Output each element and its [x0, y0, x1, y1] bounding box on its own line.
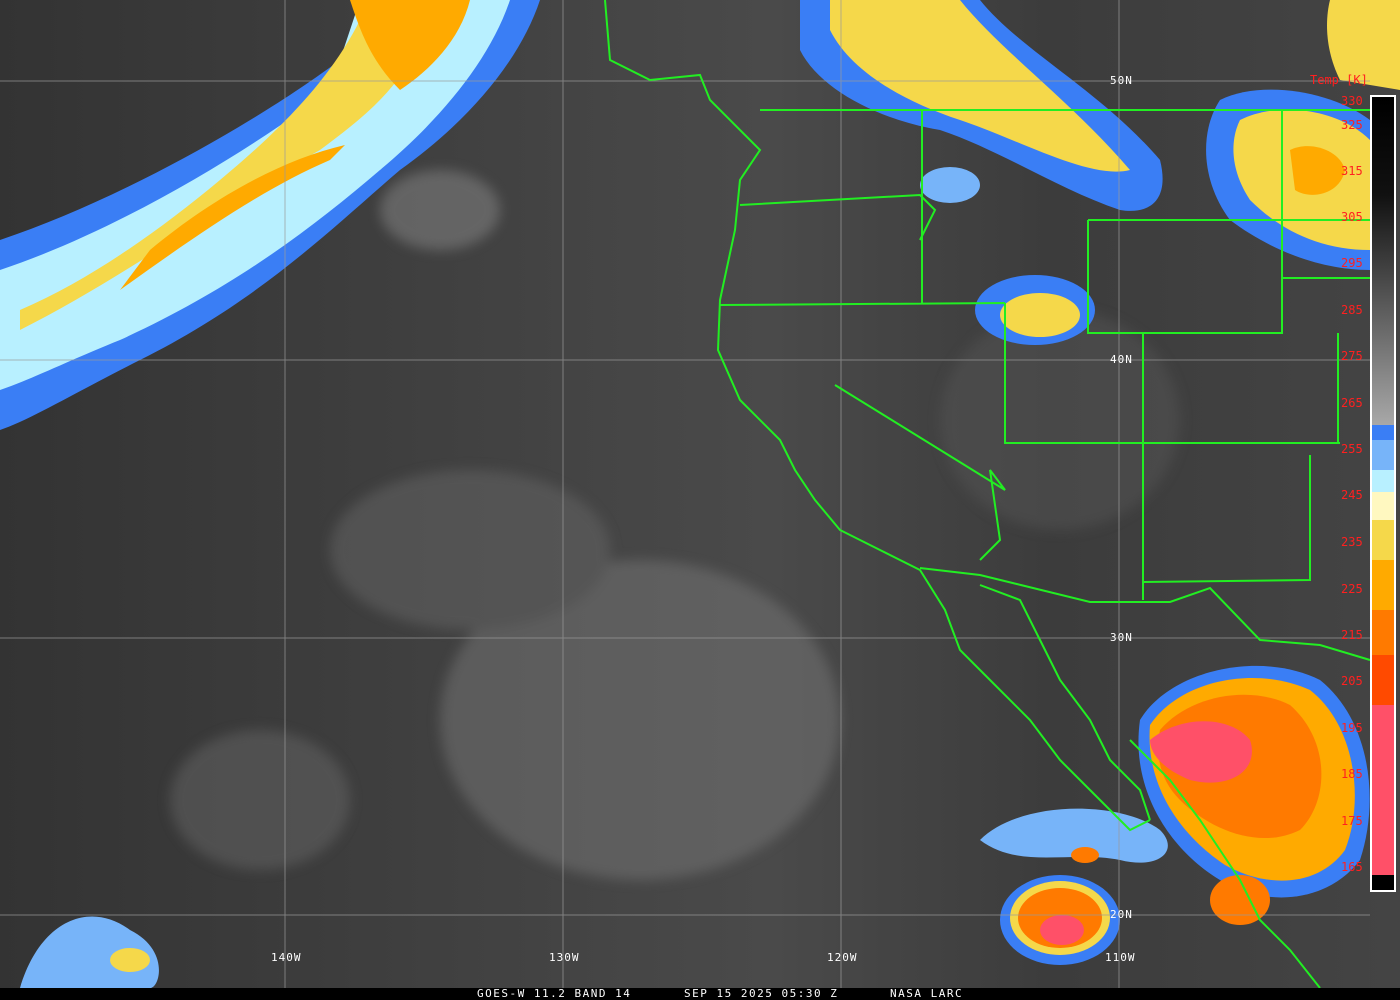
colorbar-tick-label: 235	[1341, 535, 1363, 549]
colorbar-tick-label: 295	[1341, 256, 1363, 270]
colorbar	[1370, 95, 1396, 892]
cloud-band-north	[800, 0, 1400, 345]
lon-label-120w: 120W	[827, 951, 858, 964]
colorbar-tick-label: 330	[1341, 94, 1363, 108]
colorbar-tick-label: 305	[1341, 210, 1363, 224]
colorbar-tick-label: 315	[1341, 164, 1363, 178]
colorbar-tick-label: 325	[1341, 118, 1363, 132]
lat-label-20n: 20N	[1110, 908, 1133, 921]
border-us-mexico	[919, 567, 1371, 661]
political-borders	[604, 0, 1371, 989]
coastline-mexico-mainland	[1129, 739, 1321, 989]
colorbar-tick-label: 285	[1341, 303, 1363, 317]
low-clouds	[170, 170, 1180, 880]
lat-label-30n: 30N	[1110, 631, 1133, 644]
colorbar-tick-label: 245	[1341, 488, 1363, 502]
lon-label-130w: 130W	[549, 951, 580, 964]
colorbar-tick-label: 175	[1341, 814, 1363, 828]
colorbar-tick-label: 265	[1341, 396, 1363, 410]
cloud-sw-corner	[20, 916, 159, 988]
caption-datetime: SEP 15 2025 05:30 Z	[684, 987, 839, 1000]
caption-product: GOES-W 11.2 BAND 14	[477, 987, 632, 1000]
colorbar-tick-label: 195	[1341, 721, 1363, 735]
colorbar-tick-label: 275	[1341, 349, 1363, 363]
state-borders	[719, 110, 1370, 600]
colorbar-title: Temp [K]	[1310, 73, 1368, 87]
image-caption: GOES-W 11.2 BAND 14 SEP 15 2025 05:30 Z …	[0, 988, 1400, 1000]
caption-source: NASA LARC	[890, 987, 964, 1000]
coastline-pacific	[604, 0, 1151, 832]
lon-label-140w: 140W	[271, 951, 302, 964]
tropical-cyclone	[1000, 847, 1120, 965]
coastline-gulf-of-california	[979, 584, 1151, 821]
colorbar-tick-label: 185	[1341, 767, 1363, 781]
lat-lon-grid	[0, 0, 1370, 988]
colorbar-tick-label: 255	[1341, 442, 1363, 456]
colorbar-tick-label: 165	[1341, 860, 1363, 874]
lat-label-50n: 50N	[1110, 74, 1133, 87]
colorbar-tick-label: 225	[1341, 582, 1363, 596]
cloud-band-northwest	[0, 0, 540, 430]
colorbar-tick-label: 205	[1341, 674, 1363, 688]
lon-label-110w: 110W	[1105, 951, 1136, 964]
lat-label-40n: 40N	[1110, 353, 1133, 366]
colorbar-tick-label: 215	[1341, 628, 1363, 642]
